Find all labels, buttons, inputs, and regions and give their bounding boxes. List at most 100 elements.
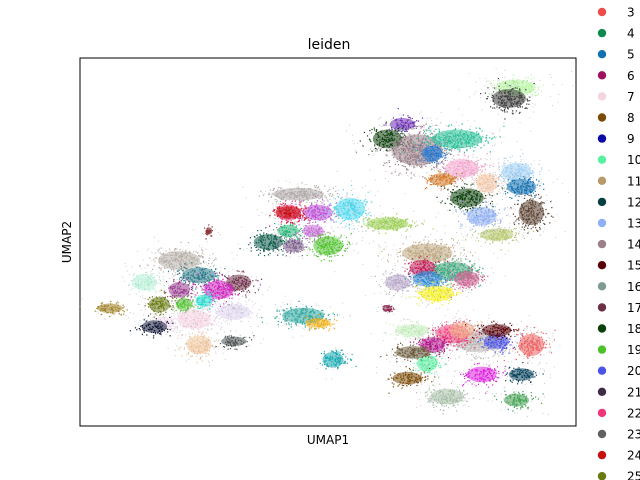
scatter-point: [512, 180, 514, 183]
scatter-point: [455, 172, 457, 174]
scatter-point: [486, 164, 488, 166]
scatter-point: [353, 210, 355, 212]
scatter-point: [391, 143, 393, 145]
scatter-point: [459, 166, 461, 167]
scatter-point: [494, 107, 496, 109]
scatter-point: [427, 141, 429, 143]
scatter-point: [445, 149, 447, 151]
scatter-point: [300, 233, 302, 235]
scatter-point: [493, 214, 495, 216]
scatter-point: [504, 187, 505, 189]
scatter-point: [429, 162, 431, 165]
scatter-point: [359, 140, 361, 142]
scatter-point: [469, 173, 471, 175]
scatter-point: [465, 193, 467, 195]
scatter-point: [539, 197, 541, 199]
scatter-point: [461, 171, 464, 173]
scatter-point: [340, 215, 342, 217]
scatter-point: [384, 136, 386, 138]
scatter-point: [459, 208, 461, 210]
scatter-point: [293, 188, 295, 190]
scatter-point: [454, 196, 456, 198]
scatter-point: [480, 158, 482, 160]
scatter-point: [464, 178, 467, 180]
scatter-point: [530, 86, 533, 89]
scatter-point: [512, 83, 514, 85]
scatter-point: [459, 158, 461, 160]
scatter-point: [474, 173, 475, 175]
scatter-point: [435, 128, 437, 131]
scatter-point: [504, 89, 506, 92]
scatter-point: [511, 82, 513, 85]
scatter-point: [319, 220, 321, 222]
scatter-point: [478, 218, 480, 221]
scatter-point: [482, 215, 483, 216]
scatter-point: [479, 177, 481, 179]
scatter-point: [444, 148, 446, 149]
scatter-point: [279, 200, 281, 203]
scatter-point: [495, 136, 497, 138]
scatter-point: [530, 188, 532, 190]
scatter-point: [522, 180, 524, 183]
scatter-point: [427, 152, 429, 154]
scatter-point: [412, 125, 414, 127]
scatter-point: [433, 139, 435, 141]
scatter-point: [362, 144, 364, 146]
scatter-point: [539, 182, 541, 184]
scatter-point: [326, 232, 328, 234]
scatter-point: [526, 214, 528, 216]
scatter-point: [455, 135, 457, 137]
scatter-point: [459, 202, 461, 203]
scatter-point: [525, 181, 527, 183]
scatter-point: [404, 193, 406, 195]
scatter-point: [470, 134, 473, 136]
scatter-point: [438, 137, 440, 139]
scatter-point: [372, 155, 374, 156]
scatter-point: [386, 140, 388, 142]
scatter-point: [320, 192, 322, 194]
scatter-point: [531, 238, 533, 240]
scatter-point: [450, 183, 452, 185]
scatter-point: [329, 195, 331, 197]
scatter-point: [306, 213, 308, 215]
scatter-point: [419, 158, 421, 160]
scatter-point: [521, 106, 523, 108]
scatter-point: [289, 193, 291, 195]
scatter-point: [310, 189, 312, 191]
scatter-point: [493, 136, 495, 138]
scatter-point: [376, 143, 378, 146]
scatter-point: [465, 226, 467, 228]
scatter-point: [275, 201, 278, 203]
scatter-point: [528, 103, 530, 105]
scatter-point: [445, 132, 448, 134]
scatter-point: [479, 200, 481, 202]
scatter-point: [313, 212, 315, 214]
scatter-point: [518, 217, 520, 219]
scatter-point: [319, 242, 321, 244]
scatter-point: [408, 141, 410, 144]
scatter-point: [425, 153, 427, 155]
scatter-point: [341, 218, 343, 220]
scatter-point: [288, 233, 289, 235]
scatter-point: [396, 122, 398, 124]
scatter-point: [514, 101, 516, 103]
scatter-point: [366, 213, 368, 214]
scatter-point: [511, 86, 513, 87]
scatter-point: [384, 143, 386, 145]
scatter-point: [461, 194, 463, 196]
scatter-point: [513, 179, 515, 181]
scatter-point: [453, 176, 455, 178]
scatter-point: [406, 148, 408, 150]
scatter-point: [324, 216, 326, 218]
scatter-point: [342, 206, 344, 208]
scatter-point: [499, 222, 501, 224]
scatter-point: [530, 173, 532, 175]
scatter-point: [414, 152, 416, 154]
scatter-point: [428, 159, 430, 160]
scatter-point: [477, 199, 479, 201]
scatter-point: [312, 210, 314, 213]
scatter-point: [476, 170, 478, 172]
scatter-point: [486, 213, 488, 215]
scatter-point: [315, 213, 318, 216]
scatter-point: [445, 168, 447, 170]
